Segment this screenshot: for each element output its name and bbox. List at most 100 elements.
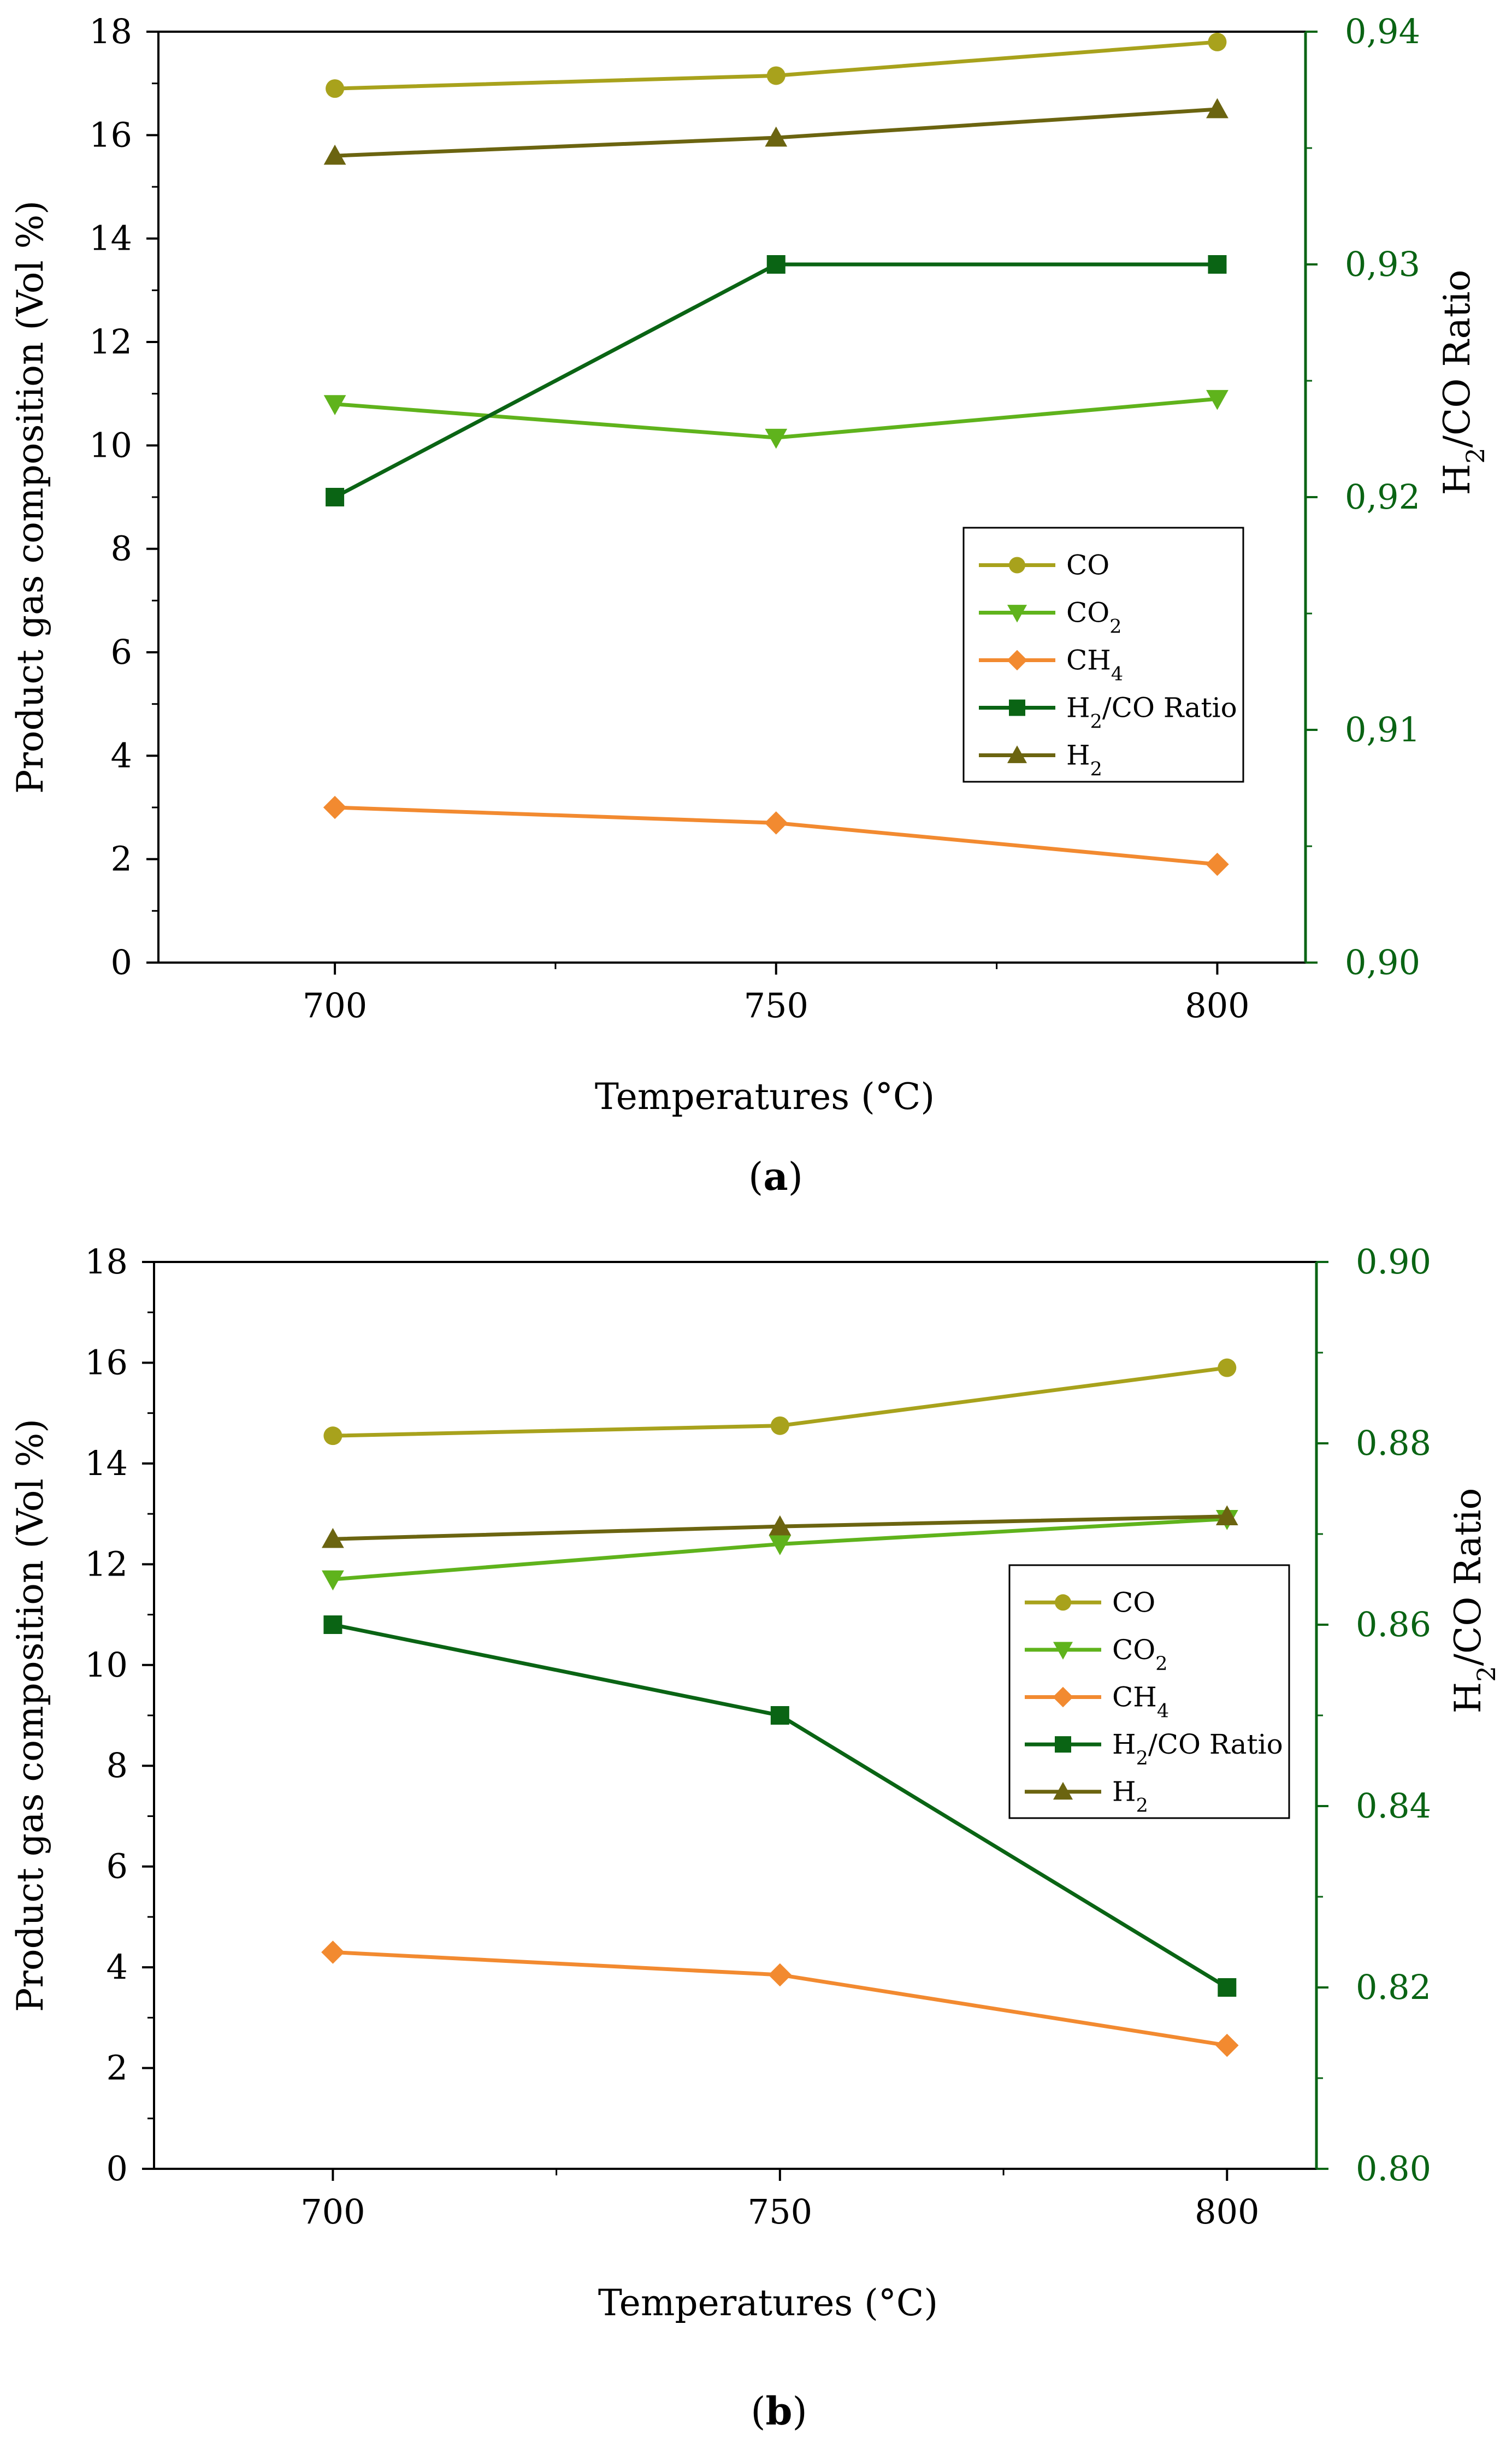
legend-marker-h2 (1007, 745, 1027, 763)
y2-tick-label: 0,94 (1345, 11, 1420, 51)
data-point-co (1208, 32, 1227, 51)
legend-label-co: CO (1066, 550, 1109, 581)
series-ch4 (323, 795, 1229, 876)
legend-marker-ch4 (1007, 650, 1027, 671)
data-point-co (770, 1416, 789, 1435)
series-ratio (323, 1615, 1237, 1997)
y2-tick-label: 0,90 (1345, 942, 1420, 982)
y-tick-label: 10 (85, 1645, 128, 1685)
panel-caption: (b) (751, 2388, 807, 2434)
series-h2 (323, 98, 1228, 165)
data-point-ch4 (764, 811, 788, 835)
x-tick-label: 800 (1185, 986, 1249, 1025)
y-tick-label: 16 (89, 115, 132, 155)
y-tick-label: 4 (111, 735, 132, 775)
series-line-ratio (334, 262, 1218, 499)
data-point-ratio (323, 1615, 342, 1634)
legend-label-ratio: H2/CO Ratio (1066, 692, 1237, 733)
y-tick-label: 0 (107, 2149, 128, 2188)
chart-panel-b: 0 2 4 6 8 10 12 14 16 18 0.80 0.82 0.84 0.86 0.88 0.90 7… (9, 1242, 1501, 2434)
data-point-ch4 (321, 1940, 345, 1964)
data-point-h2 (769, 1515, 792, 1536)
y2-tick-label: 0.88 (1356, 1423, 1431, 1463)
data-point-co (766, 66, 785, 85)
x-tick-label: 700 (300, 2192, 365, 2232)
legend-marker-ratio (1009, 699, 1025, 716)
data-point-ch4 (323, 795, 347, 819)
x-tick-label: 750 (748, 2192, 812, 2232)
series-h2 (321, 1505, 1238, 1548)
y-tick-label: 14 (85, 1443, 128, 1483)
data-point-ratio (326, 488, 345, 506)
data-point-co2 (323, 395, 346, 415)
data-point-co2 (1206, 390, 1228, 410)
y-axis-title: Product gas composition (Vol %) (9, 200, 51, 794)
y-tick-label: 0 (111, 942, 132, 982)
legend-marker-co2 (1053, 1642, 1073, 1660)
data-point-co2 (321, 1570, 344, 1591)
y2-tick-label: 0,91 (1345, 710, 1420, 750)
data-point-ch4 (768, 1963, 792, 1987)
y-tick-label: 12 (85, 1544, 128, 1584)
data-point-h2 (323, 144, 346, 165)
legend-label-h2: H2 (1066, 740, 1102, 781)
data-point-co (326, 79, 345, 98)
y-tick-label: 14 (89, 219, 132, 258)
x-tick-label: 750 (744, 986, 808, 1025)
legend-box (1008, 1564, 1290, 1819)
series-ch4 (321, 1940, 1239, 2057)
y-tick-label: 2 (107, 2048, 128, 2088)
x-axis-title: Temperatures (°C) (595, 1076, 935, 1118)
legend-marker-ratio (1055, 1736, 1071, 1753)
data-point-ratio (1218, 1978, 1237, 1997)
y2-tick-label: 0.80 (1356, 2149, 1431, 2188)
legend-label-co2: CO2 (1112, 1634, 1168, 1675)
y-tick-label: 12 (89, 322, 132, 362)
y-tick-label: 16 (85, 1342, 128, 1382)
y2-tick-label: 0.86 (1356, 1604, 1431, 1644)
data-point-co (323, 1426, 342, 1446)
y2-tick-label: 0,92 (1345, 477, 1420, 517)
y2-tick-label: 0.84 (1356, 1786, 1431, 1826)
series-co (323, 1358, 1237, 1446)
data-point-h2 (1206, 98, 1228, 119)
legend-box (962, 527, 1244, 783)
legend-marker-co (1055, 1594, 1071, 1611)
data-point-h2 (1215, 1505, 1238, 1526)
series-co2 (323, 390, 1228, 449)
data-point-ratio (766, 255, 785, 274)
series-co (326, 32, 1227, 98)
legend: CO CO2 CH4 H2/CO Ratio H2 (1008, 1564, 1290, 1819)
data-point-co2 (769, 1535, 792, 1555)
y-tick-label: 6 (111, 632, 132, 672)
data-point-co2 (765, 428, 788, 449)
legend: CO CO2 CH4 H2/CO Ratio H2 (962, 527, 1244, 783)
y-tick-label: 8 (107, 1745, 128, 1785)
y-tick-label: 18 (89, 11, 132, 51)
panel-caption: (a) (748, 1154, 803, 1199)
legend-marker-co2 (1007, 605, 1027, 623)
legend-marker-co (1009, 557, 1025, 574)
legend-marker-h2 (1053, 1781, 1073, 1800)
x-axis-title: Temperatures (°C) (598, 2282, 938, 2324)
x-tick-label: 800 (1195, 2192, 1259, 2232)
y2-tick-label: 0.82 (1356, 1967, 1431, 2007)
chart-panel-a: 0 2 4 6 8 10 12 14 16 18 0,90 0,91 0,92 0,93 0,94 700 75… (9, 11, 1490, 1199)
legend-label-h2: H2 (1112, 1776, 1148, 1817)
data-point-h2 (765, 126, 788, 147)
legend-label-co2: CO2 (1066, 597, 1122, 638)
data-point-ch4 (1206, 852, 1229, 876)
y2-axis-title: H2/CO Ratio (1436, 270, 1490, 495)
data-point-co (1218, 1358, 1237, 1377)
data-point-ratio (1208, 255, 1227, 274)
x-tick-label: 700 (303, 986, 367, 1025)
y-tick-label: 8 (111, 529, 132, 569)
y-tick-label: 10 (89, 425, 132, 465)
data-point-ch4 (1215, 2033, 1239, 2057)
y2-tick-label: 0.90 (1356, 1242, 1431, 1282)
data-point-h2 (321, 1527, 344, 1548)
data-point-ratio (770, 1706, 789, 1725)
y2-tick-label: 0,93 (1345, 244, 1420, 284)
legend-label-ch4: CH4 (1112, 1682, 1169, 1722)
